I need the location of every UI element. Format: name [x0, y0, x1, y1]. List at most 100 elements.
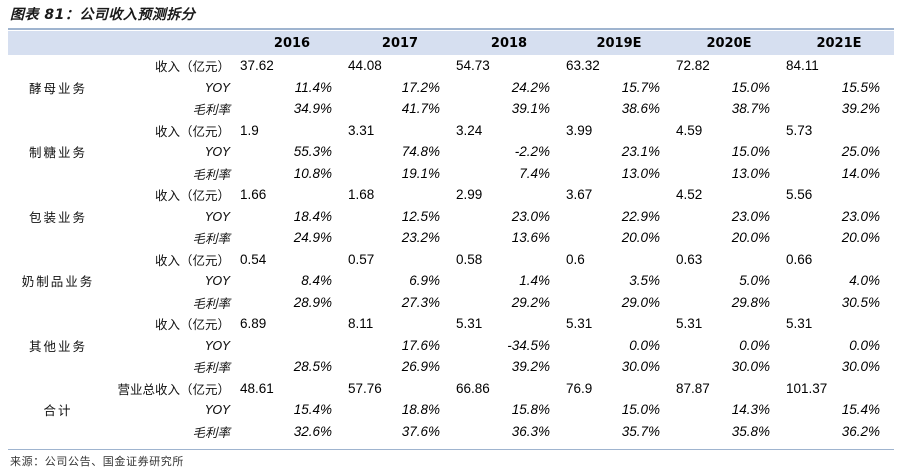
value-cell: 26.9% [401, 359, 440, 375]
segment-name: 合计 [43, 403, 73, 419]
table-row: 酵母业务 收入（亿元） 37.62 44.08 54.73 63.32 72.82 84.11 [8, 55, 894, 96]
value-cell: 72.82 [676, 58, 710, 74]
value-cell: 3.24 [456, 122, 483, 138]
value-cell: 5.31 [676, 316, 703, 332]
metric-label: 收入（亿元） [154, 252, 230, 268]
value-cell: 0.66 [786, 251, 813, 267]
metric-label: 收入（亿元） [154, 317, 230, 333]
table-body: 酵母业务 收入（亿元） 37.62 44.08 54.73 63.32 72.82 84.11… [8, 55, 894, 442]
metric-label: 毛利率 [192, 424, 230, 440]
value-cell: 38.7% [731, 101, 770, 117]
table-row: 毛利率 34.9% 41.7% 39.1% 38.6% 38.7% 39.2% [8, 98, 894, 120]
table-row: 奶制品业务 收入（亿元） 0.54 0.57 0.58 0.6 0.63 0.66 [8, 249, 894, 290]
value-cell: 0.58 [456, 251, 483, 267]
value-cell: 38.6% [621, 101, 660, 117]
value-cell: 3.31 [348, 122, 375, 138]
value-cell: 27.3% [401, 294, 440, 310]
value-cell: 41.7% [401, 101, 440, 117]
table-row: 毛利率 28.9% 27.3% 29.2% 29.0% 29.8% 30.5% [8, 292, 894, 314]
header-band [8, 31, 894, 55]
value-cell: 15.8% [511, 402, 550, 418]
table-row: 制糖业务 收入（亿元） 1.9 3.31 3.24 3.99 4.59 5.73 [8, 120, 894, 161]
table-row: YOY 18.4% 12.5% 23.0% 22.9% 23.0% 23.0% [8, 206, 894, 228]
metric-label: 毛利率 [192, 231, 230, 247]
value-cell: 15.0% [621, 402, 660, 418]
value-cell: 14.3% [731, 402, 770, 418]
value-cell: 4.0% [849, 273, 880, 289]
table-row: 毛利率 28.5% 26.9% 39.2% 30.0% 30.0% 30.0% [8, 356, 894, 378]
value-cell: 101.37 [786, 380, 828, 396]
value-cell: 1.4% [519, 273, 550, 289]
value-cell: 5.31 [456, 316, 483, 332]
value-cell: 4.52 [676, 187, 703, 203]
value-cell: 39.1% [511, 101, 550, 117]
table-row: YOY 8.4% 6.9% 1.4% 3.5% 5.0% 4.0% [8, 270, 894, 292]
value-cell: 22.9% [621, 208, 660, 224]
value-cell: -34.5% [507, 337, 550, 353]
header-blank-segment [8, 31, 108, 55]
year-header: 2017 [381, 35, 419, 51]
value-cell: 55.3% [293, 144, 332, 160]
metric-label: 收入（亿元） [154, 59, 230, 75]
value-cell: 74.8% [401, 144, 440, 160]
value-cell: 0.63 [676, 251, 703, 267]
value-cell: 13.0% [731, 165, 770, 181]
value-cell: 3.67 [566, 187, 593, 203]
year-header: 2021E [816, 35, 862, 51]
year-header: 2016 [273, 35, 311, 51]
metric-label: 毛利率 [192, 295, 230, 311]
value-cell: 12.5% [401, 208, 440, 224]
metric-label: 收入（亿元） [154, 188, 230, 204]
value-cell: 20.0% [841, 230, 880, 246]
value-cell: 23.0% [511, 208, 550, 224]
value-cell: 23.0% [731, 208, 770, 224]
value-cell: 20.0% [621, 230, 660, 246]
value-cell: 15.0% [731, 79, 770, 95]
value-cell: 28.5% [293, 359, 332, 375]
value-cell: 39.2% [841, 101, 880, 117]
value-cell: 24.2% [511, 79, 550, 95]
value-cell: 3.5% [629, 273, 660, 289]
value-cell: 17.2% [401, 79, 440, 95]
value-cell: 19.1% [401, 165, 440, 181]
metric-label: 营业总收入（亿元） [117, 381, 230, 397]
value-cell: 39.2% [511, 359, 550, 375]
value-cell: 5.0% [739, 273, 770, 289]
value-cell: 17.6% [401, 337, 440, 353]
value-cell: 28.9% [293, 294, 332, 310]
value-cell: 35.7% [621, 423, 660, 439]
metric-label: YOY [205, 144, 230, 160]
value-cell: 24.9% [293, 230, 332, 246]
value-cell: 57.76 [348, 380, 382, 396]
value-cell: 30.0% [731, 359, 770, 375]
figure-title: 图表 81：公司收入预测拆分 [10, 7, 196, 23]
year-header: 2019E [596, 35, 642, 51]
metric-label: YOY [205, 79, 230, 95]
value-cell: 35.8% [731, 423, 770, 439]
value-cell: -2.2% [514, 144, 550, 160]
value-cell: 15.4% [293, 402, 332, 418]
table-row: YOY 55.3% 74.8% -2.2% 23.1% 15.0% 25.0% [8, 141, 894, 163]
value-cell: 5.31 [786, 316, 813, 332]
value-cell: 29.2% [511, 294, 550, 310]
value-cell: 6.89 [240, 316, 267, 332]
value-cell: 0.0% [629, 337, 660, 353]
segment-name: 奶制品业务 [21, 274, 95, 290]
value-cell: 29.0% [621, 294, 660, 310]
year-header: 2020E [706, 35, 752, 51]
value-cell: 29.8% [731, 294, 770, 310]
metric-label: 毛利率 [192, 166, 230, 182]
metric-label: YOY [205, 273, 230, 289]
value-cell: 37.62 [240, 58, 274, 74]
segment-name: 制糖业务 [28, 145, 87, 161]
value-cell: 5.73 [786, 122, 813, 138]
table-row: 毛利率 32.6% 37.6% 36.3% 35.7% 35.8% 36.2% [8, 421, 894, 443]
value-cell [238, 335, 346, 357]
value-cell: 15.7% [621, 79, 660, 95]
value-cell: 2.99 [456, 187, 483, 203]
value-cell: 6.9% [409, 273, 440, 289]
segment-name: 酵母业务 [28, 80, 87, 96]
value-cell: 30.5% [841, 294, 880, 310]
value-cell: 23.2% [401, 230, 440, 246]
value-cell: 48.61 [240, 380, 274, 396]
